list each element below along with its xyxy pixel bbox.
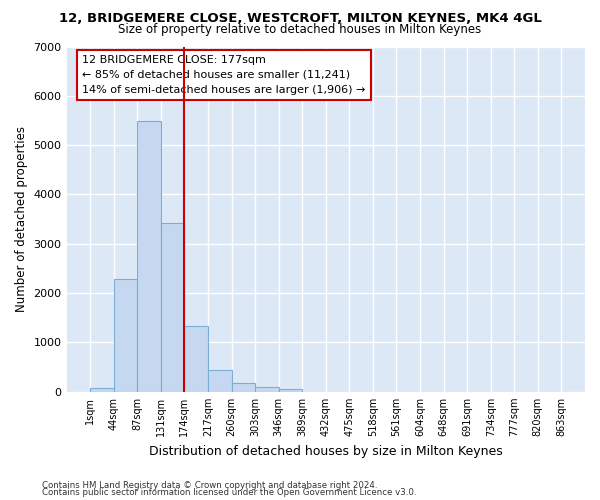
Bar <box>255 387 278 392</box>
Bar <box>161 223 184 392</box>
Bar <box>137 122 161 392</box>
Text: Contains public sector information licensed under the Open Government Licence v3: Contains public sector information licen… <box>42 488 416 497</box>
Text: Contains HM Land Registry data © Crown copyright and database right 2024.: Contains HM Land Registry data © Crown c… <box>42 480 377 490</box>
Bar <box>278 390 302 392</box>
X-axis label: Distribution of detached houses by size in Milton Keynes: Distribution of detached houses by size … <box>149 444 503 458</box>
Text: Size of property relative to detached houses in Milton Keynes: Size of property relative to detached ho… <box>118 22 482 36</box>
Y-axis label: Number of detached properties: Number of detached properties <box>15 126 28 312</box>
Bar <box>90 388 113 392</box>
Bar <box>208 370 232 392</box>
Bar <box>184 326 208 392</box>
Text: 12, BRIDGEMERE CLOSE, WESTCROFT, MILTON KEYNES, MK4 4GL: 12, BRIDGEMERE CLOSE, WESTCROFT, MILTON … <box>59 12 541 26</box>
Text: 12 BRIDGEMERE CLOSE: 177sqm
← 85% of detached houses are smaller (11,241)
14% of: 12 BRIDGEMERE CLOSE: 177sqm ← 85% of det… <box>82 55 365 94</box>
Bar <box>113 280 137 392</box>
Bar <box>232 383 255 392</box>
